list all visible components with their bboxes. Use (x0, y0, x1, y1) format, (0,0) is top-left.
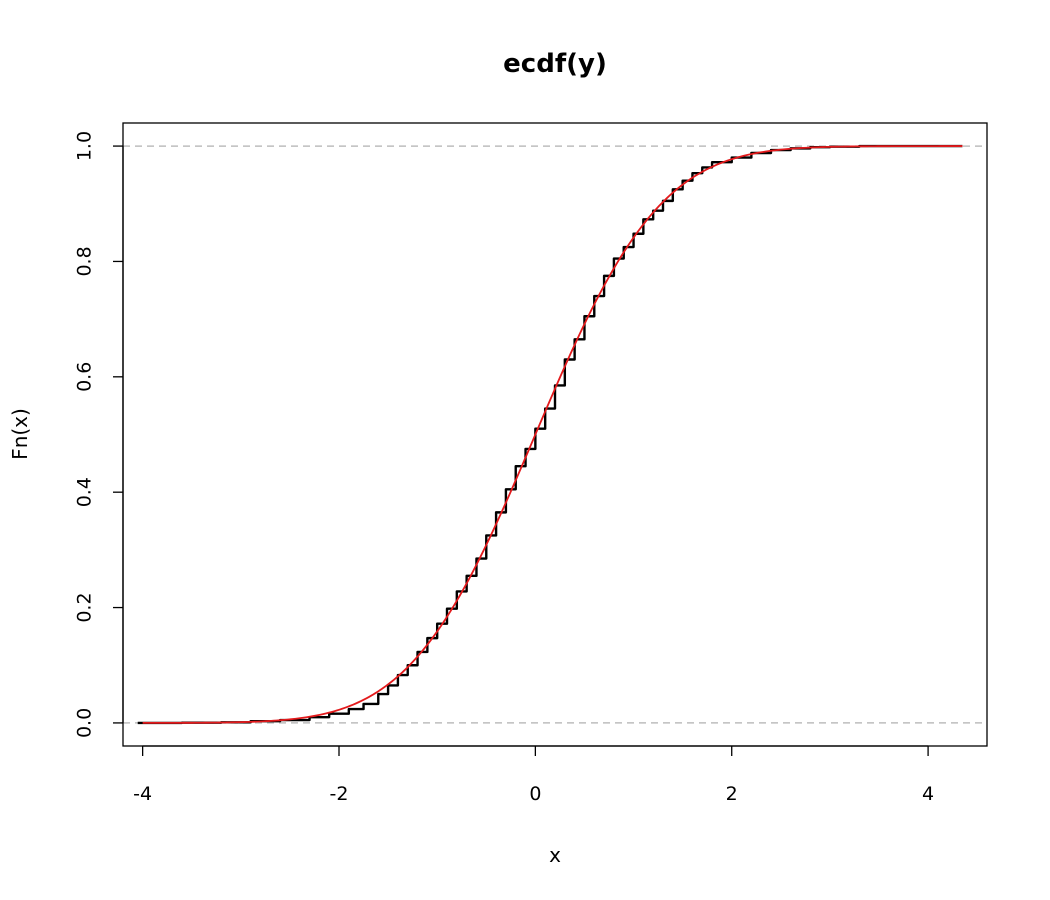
plot-frame (122, 122, 988, 747)
x-tick-label: -2 (330, 783, 349, 805)
x-axis: -4 -2 0 2 4 (133, 745, 934, 805)
y-tick-label: 0.8 (74, 246, 96, 276)
x-tick-label: 0 (529, 783, 541, 805)
x-tick-label: 4 (922, 783, 934, 805)
normal-cdf-series-line (142, 145, 963, 724)
y-tick-label: 0.0 (74, 708, 96, 738)
y-axis-label: Fn(x) (8, 408, 32, 460)
chart-title: ecdf(y) (503, 49, 607, 79)
y-axis: 0.0 0.2 0.4 0.6 0.8 1.0 (74, 131, 124, 738)
x-axis-label: x (549, 843, 561, 867)
y-tick-label: 0.6 (74, 362, 96, 392)
y-tick-label: 1.0 (74, 131, 96, 161)
y-tick-label: 0.4 (74, 477, 96, 507)
plot-area (123, 144, 987, 725)
x-tick-label: -4 (133, 783, 152, 805)
y-tick-label: 0.2 (74, 592, 96, 622)
x-tick-label: 2 (726, 783, 738, 805)
ecdf-series-line (137, 144, 963, 725)
